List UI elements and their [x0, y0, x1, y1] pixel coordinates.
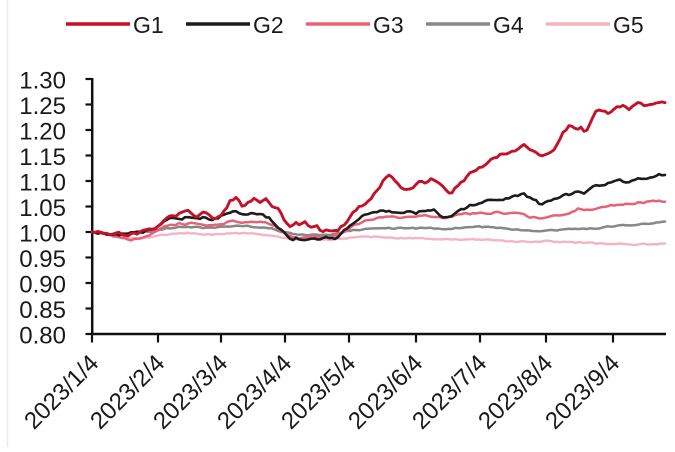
svg-text:1.25: 1.25	[19, 93, 66, 120]
svg-text:0.90: 0.90	[19, 271, 66, 298]
svg-text:1.10: 1.10	[19, 169, 66, 196]
svg-text:0.80: 0.80	[19, 322, 66, 349]
svg-text:G2: G2	[253, 12, 284, 38]
svg-text:0.85: 0.85	[19, 297, 66, 324]
svg-text:1.00: 1.00	[19, 220, 66, 247]
svg-text:1.20: 1.20	[19, 118, 66, 145]
svg-text:G3: G3	[373, 12, 404, 38]
svg-text:0.95: 0.95	[19, 246, 66, 273]
svg-text:1.05: 1.05	[19, 195, 66, 222]
svg-text:G5: G5	[613, 12, 644, 38]
svg-text:G4: G4	[493, 12, 524, 38]
svg-text:G1: G1	[133, 12, 164, 38]
svg-text:1.15: 1.15	[19, 144, 66, 171]
svg-text:1.30: 1.30	[19, 67, 66, 94]
